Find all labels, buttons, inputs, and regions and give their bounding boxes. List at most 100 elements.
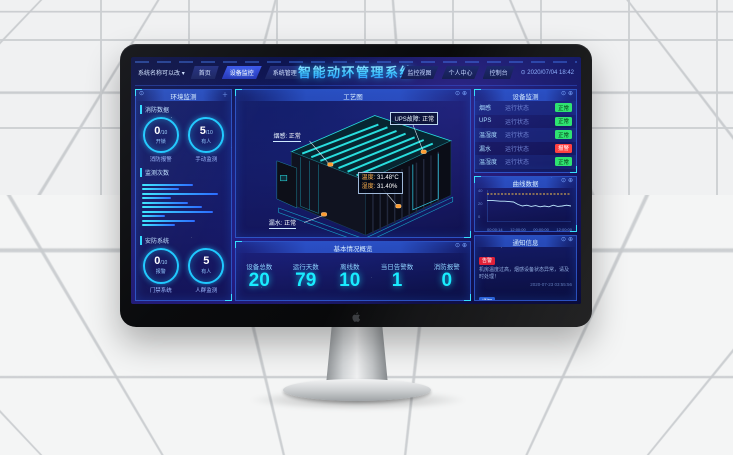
y-tick: 20 — [478, 201, 483, 206]
target-icon[interactable]: ⊙ — [560, 91, 566, 97]
curve-panel-header: 曲线数据 ⊙ ⊕ — [475, 177, 576, 188]
x-axis-ticks: 00:00:14 12:00:00 00:00:00 12:00:00 — [475, 227, 576, 232]
menu-console[interactable]: 控制台 — [482, 66, 515, 79]
leak-callout-label: 漏水: — [268, 220, 283, 227]
x-tick: 12:00:00 — [510, 227, 526, 232]
stat-value: 20 — [248, 269, 270, 291]
line-chart: 40 20 0 — [475, 188, 576, 227]
bar — [142, 206, 202, 208]
table-row: 温湿度 运行状态 正常 — [475, 128, 576, 142]
table-row: UPS 运行状态 正常 — [475, 115, 576, 129]
stat-fire-alarms: 消防报警 0 — [434, 261, 460, 292]
stat-running-days: 运行天数 79 — [293, 261, 319, 292]
gauge-inner-label: 报警 — [155, 269, 166, 275]
target-icon[interactable]: ⊙ — [560, 178, 566, 184]
expand-icon[interactable]: ⊕ — [567, 178, 573, 184]
gauge-caption: 门禁系统 — [149, 287, 172, 294]
device-rows: 烟感 运行状态 正常 UPS 运行状态 正常 温 — [475, 101, 576, 169]
device-name: UPS — [479, 118, 492, 125]
device-name: 温湿度 — [479, 133, 498, 140]
screen: 系统名称可以改 ▾ 首页 设备监控 系统管理 智能动环管理系统 监控视图 个人中… — [131, 57, 581, 304]
gauge-ring: 0/10 开锁 — [142, 117, 179, 153]
device-panel-header: 设备监测 ⊙ ⊕ — [475, 90, 576, 101]
gauge-ring: 0/10 报警 — [142, 247, 179, 284]
stat-value: 1 — [391, 269, 403, 291]
gauge-ring: 5 有人 — [188, 247, 225, 284]
gauge-value: 5 — [199, 124, 206, 137]
y-tick: 0 — [478, 214, 481, 219]
expand-icon[interactable]: ⊕ — [567, 237, 573, 243]
menu-personal-center[interactable]: 个人中心 — [441, 66, 480, 79]
target-icon[interactable]: ⊙ — [139, 91, 145, 97]
leak-callout-value: 正常 — [284, 220, 297, 227]
site-selector-dropdown[interactable]: 系统名称可以改 ▾ — [138, 68, 185, 77]
monitor-counts-bar-chart — [136, 179, 231, 232]
clock-icon: ⊙ — [520, 70, 526, 76]
notification-panel-header: 通知信息 ⊙ ⊕ — [475, 236, 576, 247]
ups-callout-label: UPS故障: — [394, 116, 421, 123]
target-icon[interactable]: ⊙ — [454, 243, 460, 249]
humidity-label: 湿度: — [361, 183, 376, 190]
stat-offline-count: 离线数 10 — [339, 261, 360, 292]
plus-icon[interactable]: ＋ — [221, 93, 228, 99]
gauge-alarm: 0/10 报警 门禁系统 — [140, 247, 182, 294]
bar — [142, 210, 214, 213]
tab-device-monitoring[interactable]: 设备监控 — [221, 66, 262, 79]
table-row: 烟感 运行状态 正常 — [475, 101, 576, 115]
tab-home[interactable]: 首页 — [190, 66, 219, 79]
gauge-inner-label: 有人 — [201, 269, 212, 275]
fire-gauges: 0/10 开锁 消防报警 5/10 有人 手动监测 — [136, 116, 231, 164]
notice-timestamp: 2020-07-23 03:55:56 — [530, 281, 572, 287]
bar — [142, 224, 176, 226]
expand-icon[interactable]: ⊕ — [461, 91, 467, 97]
bar — [142, 183, 194, 186]
environment-panel-title: 环境监测 — [170, 93, 197, 101]
target-icon[interactable]: ⊙ — [560, 237, 566, 243]
y-tick: 40 — [478, 188, 483, 193]
target-icon[interactable]: ⊙ — [454, 91, 460, 97]
device-name: 温湿度 — [479, 160, 498, 167]
gauge-value: 0 — [154, 124, 161, 137]
stat-label: 离线数 — [339, 263, 360, 271]
curve-chart-panel: 曲线数据 ⊙ ⊕ 40 20 0 — [474, 176, 577, 232]
stat-value: 0 — [441, 269, 453, 291]
stat-label: 消防报警 — [433, 263, 460, 271]
bar — [142, 197, 172, 199]
stat-value: 79 — [295, 269, 317, 291]
device-panel-title: 设备监测 — [512, 93, 539, 101]
monitor: 系统名称可以改 ▾ 首页 设备监控 系统管理 智能动环管理系统 监控视图 个人中… — [120, 44, 592, 327]
info-badge: 通知 — [479, 297, 496, 300]
container-3d-render — [276, 115, 454, 244]
site-selector-label: 系统名称可以改 — [138, 71, 181, 77]
menu-monitor-view[interactable]: 监控视图 — [400, 66, 439, 79]
fire-data-section-title: 消防数据 — [140, 105, 227, 114]
security-gauges: 0/10 报警 门禁系统 5 有人 人群监测 — [136, 247, 231, 295]
datetime-display: ⊙ 2020/07/04 18:42 — [521, 69, 574, 76]
expand-icon[interactable]: ⊕ — [567, 91, 573, 97]
expand-icon[interactable]: ⊕ — [461, 243, 467, 249]
status-badge: 报警 — [554, 143, 572, 153]
overview-panel: 基本情况概览 ⊙ ⊕ 设备总数 20 运行天数 79 — [235, 241, 471, 301]
gauge-denominator: /10 — [160, 129, 168, 136]
device-status-label: 运行状态 — [505, 146, 530, 153]
datetime-text: 2020/07/04 18:42 — [527, 70, 574, 76]
temperature-humidity-callout: 温度: 31.48°C 湿度: 31.40% — [357, 171, 403, 194]
chevron-down-icon: ▾ — [181, 71, 185, 77]
list-item[interactable]: 告警 机房温度过高，烟感设备状态异常，请及时处理！ 2020-07-23 03:… — [475, 247, 576, 288]
list-item[interactable]: 通知 温湿度测试系统下线，设备运行正常。 2020-07-23 03:55:56 — [475, 288, 576, 300]
gauge-caption: 人群监测 — [195, 287, 218, 294]
tab-system-management[interactable]: 系统管理 — [264, 66, 305, 79]
notice-text: 机房温度过高，烟感设备状态异常，请及时处理！ — [479, 267, 570, 280]
gauge-value: 5 — [203, 255, 210, 267]
device-name: 烟感 — [479, 106, 492, 113]
nav-tabs: 首页 设备监控 系统管理 — [190, 66, 305, 79]
humidity-value: 31.40% — [377, 183, 398, 190]
gauge-people: 5 有人 人群监测 — [185, 247, 227, 294]
container-3d-scene: 烟感: 正常 UPS故障: 正常 温度: 31.48°C — [236, 101, 470, 244]
bar — [142, 192, 219, 195]
gauge-inner-label: 有人 — [201, 138, 212, 145]
status-badge: 正常 — [554, 130, 572, 140]
top-navigation-bar: 系统名称可以改 ▾ 首页 设备监控 系统管理 智能动环管理系统 监控视图 个人中… — [135, 60, 577, 86]
monitor-stand-base — [283, 379, 431, 401]
